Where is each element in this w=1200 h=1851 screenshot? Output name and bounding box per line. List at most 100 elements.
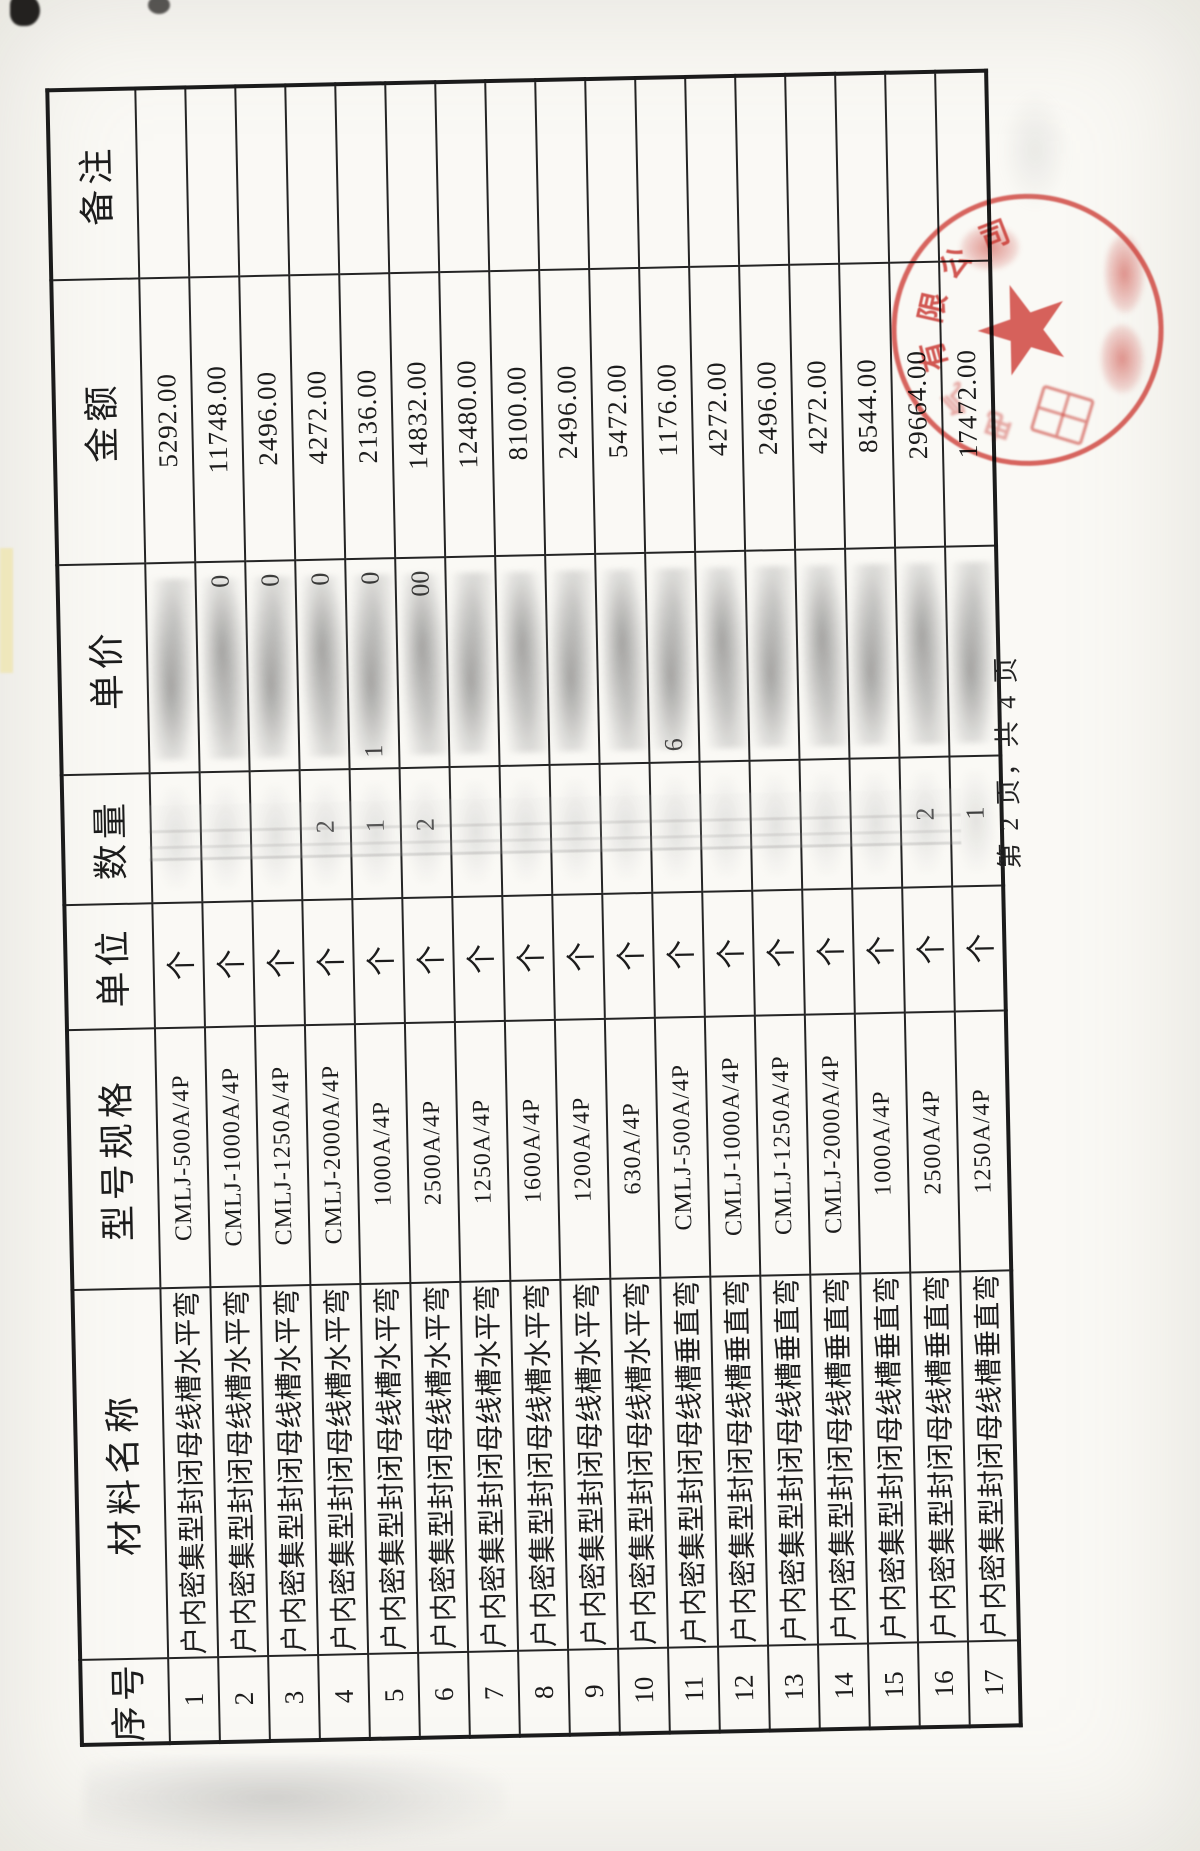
unit-price-cell [445, 556, 500, 768]
model-spec-cell: 2500A/4P [404, 1021, 461, 1283]
unit-cell: 个 [852, 887, 905, 1014]
price-smudge [600, 568, 648, 751]
amount-cell: 5292.00 [139, 277, 196, 564]
unit-price-cell [145, 562, 200, 774]
serial-number-cell: 15 [868, 1642, 920, 1729]
unit-price-cell [745, 549, 800, 761]
remark-cell [435, 81, 490, 273]
quantity-smudge [554, 777, 598, 882]
material-name-cell: 户内密集型封闭母线槽水平弯 [610, 1277, 669, 1649]
unit-cell: 个 [752, 889, 805, 1016]
scan-side-smudge [1000, 90, 1070, 210]
serial-number-cell: 9 [568, 1648, 620, 1735]
header-quantity: 数量 [61, 773, 153, 906]
price-fragment-right: 0 [305, 572, 335, 587]
quantity-cell [749, 759, 803, 891]
amount-cell: 8100.00 [489, 270, 546, 557]
rotated-sheet: 序号 材料名称 型号规格 单位 数量 单价 金额 备注 1 户内密集型封闭母线槽水… [45, 68, 1200, 1748]
quantity-smudge [354, 781, 398, 886]
amount-cell: 5472.00 [589, 267, 646, 554]
serial-number-cell: 5 [368, 1652, 420, 1739]
unit-cell: 个 [802, 888, 855, 1015]
price-smudge [400, 572, 448, 755]
material-name-cell: 户内密集型封闭母线槽水平弯 [160, 1287, 219, 1659]
scan-edge-discoloration [0, 548, 13, 673]
quantity-cell [799, 758, 853, 890]
remark-cell [285, 84, 340, 276]
unit-cell: 个 [402, 897, 455, 1024]
quantity-cell [699, 760, 753, 892]
serial-number-cell: 11 [668, 1646, 720, 1733]
unit-price-cell [795, 548, 850, 760]
price-smudge [348, 573, 396, 756]
remark-cell [385, 82, 440, 274]
model-spec-cell: 1000A/4P [854, 1012, 911, 1274]
quantity-cell: 2 [399, 767, 453, 899]
material-name-cell: 户内密集型封闭母线槽垂直弯 [910, 1271, 968, 1643]
unit-price-cell [495, 554, 550, 766]
material-name-cell: 户内密集型封闭母线槽水平弯 [510, 1279, 569, 1651]
header-unit-price: 单价 [57, 563, 150, 776]
amount-cell: 4272.00 [689, 265, 746, 552]
material-list-table: 序号 材料名称 型号规格 单位 数量 单价 金额 备注 1 户内密集型封闭母线槽水… [45, 68, 1023, 1748]
quantity-cell [249, 770, 303, 902]
unit-cell: 个 [552, 893, 605, 1020]
price-smudge [848, 563, 896, 746]
header-amount: 金额 [51, 278, 146, 566]
serial-number-cell: 3 [268, 1654, 320, 1742]
scan-ink-mark [10, 0, 40, 26]
quantity-smudge [404, 780, 448, 885]
unit-price-cell: 0 [195, 561, 250, 773]
price-fragment-right: 00 [405, 570, 435, 597]
quantity-smudge [804, 772, 848, 876]
unit-cell: 个 [352, 898, 405, 1025]
scan-ink-mark [148, 0, 170, 14]
price-smudge [800, 564, 848, 747]
price-smudge [900, 562, 948, 745]
price-fragment-right: 0 [255, 573, 285, 588]
price-smudge [300, 574, 348, 757]
material-name-cell: 户内密集型封闭母线槽水平弯 [410, 1281, 469, 1653]
quantity-cell [449, 765, 503, 898]
quantity-digit: 2 [310, 819, 340, 834]
unit-cell: 个 [702, 890, 755, 1017]
unit-cell: 个 [602, 892, 655, 1019]
stamp-star-icon: ★ [951, 275, 1093, 385]
price-smudge [500, 570, 548, 753]
quantity-smudge [254, 784, 298, 888]
quantity-smudge [904, 770, 948, 874]
quantity-smudge [454, 779, 498, 884]
remark-cell [585, 78, 640, 270]
remark-cell [485, 80, 540, 272]
price-smudge [200, 576, 248, 759]
material-name-cell: 户内密集型封闭母线槽垂直弯 [960, 1270, 1019, 1642]
price-smudge [148, 577, 196, 760]
quantity-smudge [204, 785, 248, 889]
scan-bottom-smudge [85, 1758, 505, 1846]
material-name-cell: 户内密集型封闭母线槽水平弯 [460, 1280, 519, 1652]
price-fragment-left: 6 [659, 738, 689, 752]
material-name-cell: 户内密集型封闭母线槽水平弯 [210, 1286, 269, 1658]
quantity-smudge [754, 773, 798, 877]
price-smudge [700, 566, 748, 749]
unit-price-cell [845, 547, 900, 759]
material-name-cell: 户内密集型封闭母线槽水平弯 [310, 1284, 369, 1655]
quantity-cell [149, 772, 203, 904]
header-serial: 序号 [80, 1658, 170, 1745]
price-smudge [748, 565, 796, 748]
unit-cell: 个 [452, 895, 505, 1022]
material-name-cell: 户内密集型封闭母线槽水平弯 [360, 1282, 419, 1654]
model-spec-cell: CMLJ-500A/4P [154, 1027, 211, 1289]
serial-number-cell: 14 [818, 1643, 870, 1730]
amount-cell: 2496.00 [239, 275, 296, 562]
unit-price-cell: 00 [395, 557, 450, 769]
model-spec-cell: 630A/4P [604, 1017, 661, 1279]
price-smudge [548, 569, 596, 752]
amount-cell: 8544.00 [839, 262, 896, 549]
model-spec-cell: 1250A/4P [954, 1010, 1012, 1272]
model-spec-cell: 1250A/4P [454, 1020, 511, 1282]
model-spec-cell: 2500A/4P [904, 1011, 961, 1273]
remark-cell [635, 76, 690, 268]
